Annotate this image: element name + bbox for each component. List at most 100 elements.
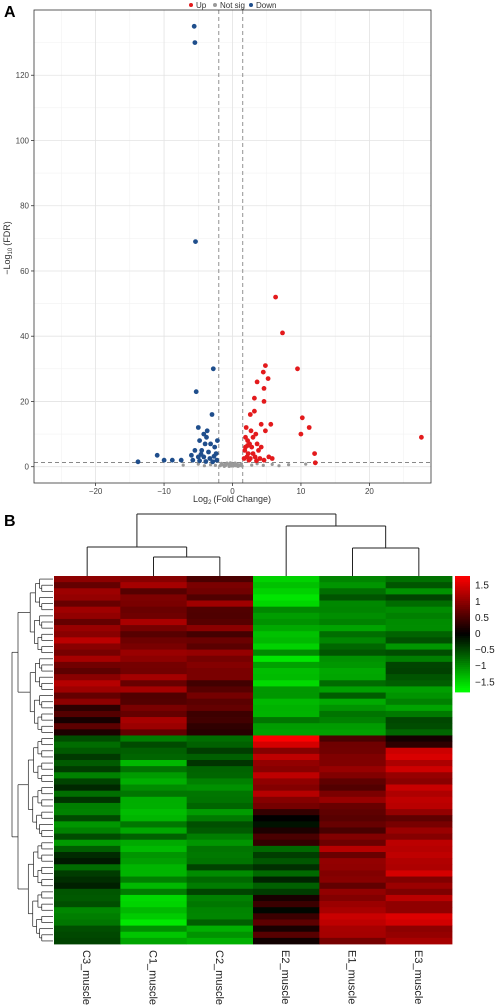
heatmap-cell <box>120 901 188 908</box>
colorbar-segment <box>455 577 470 581</box>
heatmap-cell <box>186 766 254 773</box>
heatmap-cell <box>319 606 387 614</box>
colorbar-segment <box>455 620 470 623</box>
heatmap-cell <box>319 625 387 632</box>
data-point-not-sig <box>202 464 206 468</box>
heatmap-cell <box>120 723 188 730</box>
heatmap-cell <box>54 858 121 865</box>
colorbar-segment <box>455 614 470 617</box>
heatmap-cell <box>319 631 387 638</box>
heatmap-cell <box>120 778 188 785</box>
data-point-up <box>280 330 285 336</box>
heatmap-cell <box>253 686 320 693</box>
heatmap-cell <box>186 710 254 718</box>
heatmap-cell <box>253 717 320 724</box>
heatmap-cell <box>120 668 188 675</box>
heatmap-cell <box>120 588 188 595</box>
data-point-down <box>210 366 216 372</box>
heatmap-cell <box>54 655 121 663</box>
heatmap-cell <box>54 870 121 877</box>
heatmap-cell <box>186 704 254 712</box>
colorbar-segment <box>455 688 470 691</box>
colorbar-tick-label: −1.5 <box>475 677 495 688</box>
heatmap-cell <box>186 790 254 798</box>
heatmap-cell <box>120 821 188 828</box>
heatmap-cell <box>319 931 387 939</box>
colorbar-segment <box>455 610 470 614</box>
heatmap-cell <box>120 852 188 859</box>
colorbar-segment <box>455 595 470 598</box>
data-point-up <box>260 369 266 375</box>
data-point-not-sig <box>304 462 308 466</box>
heatmap-colorbar: 1.5 1 0.5 0 −0.5 −1 −1.5 <box>455 576 495 693</box>
heatmap-cell <box>54 925 121 933</box>
heatmap-cell <box>54 735 121 742</box>
data-point-not-sig <box>277 464 281 468</box>
heatmap-cell <box>120 612 188 620</box>
heatmap-cell <box>253 852 320 859</box>
colorbar-segment <box>455 684 470 687</box>
heatmap-cell <box>186 618 254 626</box>
heatmap-cell <box>253 870 320 877</box>
colorbar-segment <box>455 581 470 585</box>
data-point-down <box>192 40 198 45</box>
volcano-gridlines <box>34 10 431 483</box>
heatmap-cell <box>385 618 453 626</box>
colorbar-segment <box>455 626 470 629</box>
colorbar-segment <box>455 645 470 648</box>
heatmap-cell <box>253 655 320 663</box>
heatmap-cell <box>253 784 320 792</box>
heatmap-cell <box>253 600 320 608</box>
heatmap-cell <box>186 802 254 810</box>
heatmap-cell <box>319 833 387 841</box>
colorbar-tick-label: 1 <box>475 597 481 608</box>
heatmap-cell <box>54 876 121 884</box>
heatmap-cell <box>186 852 254 859</box>
heatmap-cell <box>253 704 320 712</box>
heatmap-cell <box>54 809 121 816</box>
heatmap-cell <box>385 649 453 657</box>
heatmap-cell <box>385 625 453 632</box>
colorbar-segment <box>455 661 470 664</box>
heatmap-cell <box>54 637 121 644</box>
heatmap-cell <box>120 882 188 890</box>
heatmap-cell <box>54 839 121 847</box>
data-point-down <box>199 448 205 453</box>
heatmap-cell <box>120 809 188 816</box>
heatmap-cell <box>54 796 121 804</box>
heatmap-cell <box>385 827 453 834</box>
heatmap-cell <box>54 588 121 595</box>
heatmap-cell <box>120 747 188 755</box>
colorbar-segment <box>455 657 470 660</box>
data-point-not-sig <box>250 463 254 467</box>
data-point-up <box>295 366 300 372</box>
heatmap-cell <box>54 894 121 902</box>
data-point-up <box>298 431 304 437</box>
heatmap-cell <box>54 704 121 712</box>
heatmap-cell <box>54 582 121 589</box>
heatmap-cell <box>54 827 121 834</box>
heatmap-cell <box>186 925 254 933</box>
colorbar-segment <box>455 616 470 619</box>
data-point-not-sig <box>261 463 265 467</box>
heatmap-cell <box>385 766 453 773</box>
heatmap-cell <box>253 729 320 736</box>
heatmap-cell <box>54 612 121 620</box>
data-point-not-sig <box>270 462 274 466</box>
colorbar-segment <box>455 593 470 596</box>
heatmap-cell <box>120 576 188 583</box>
colorbar-segment <box>455 605 470 608</box>
heatmap-cell <box>186 717 254 724</box>
heatmap-cell <box>120 833 188 841</box>
panel-b-label: B <box>4 513 16 530</box>
heatmap-cell <box>186 686 254 693</box>
heatmap-cell <box>253 674 320 681</box>
heatmap-cell <box>54 698 121 706</box>
data-point-not-sig <box>237 463 241 467</box>
heatmap-cell <box>120 594 188 601</box>
heatmap-column-label: C2_muscle <box>213 950 225 1005</box>
data-point-down <box>197 438 203 443</box>
heatmap-cell <box>385 790 453 798</box>
heatmap-cell <box>186 888 254 896</box>
